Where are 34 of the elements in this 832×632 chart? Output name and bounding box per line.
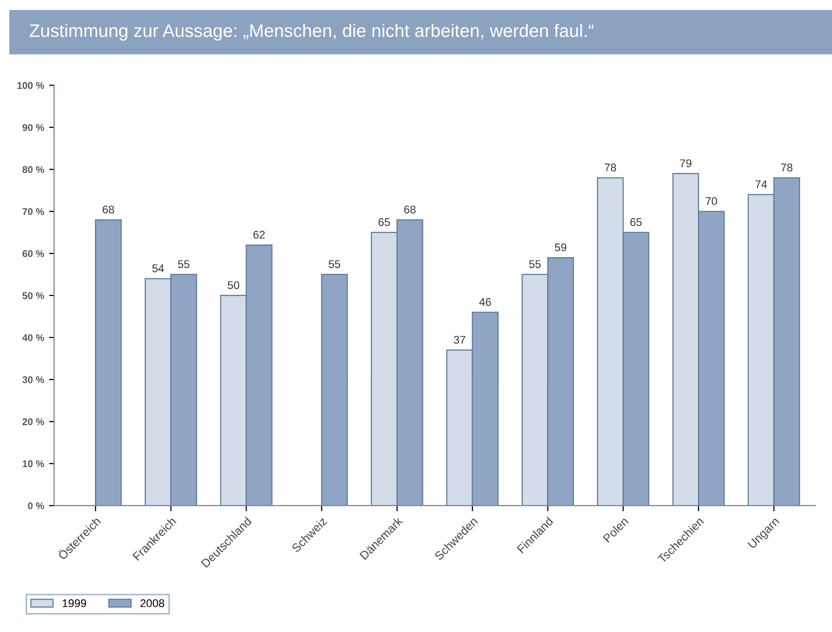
data-label: 68 xyxy=(102,206,114,214)
y-tick-label: 30 % xyxy=(22,376,44,384)
y-tick-label: 40 % xyxy=(22,334,44,342)
data-label: 46 xyxy=(479,298,491,306)
legend-label: 1999 xyxy=(62,599,86,608)
y-tick-label: 50 % xyxy=(22,292,44,300)
y-tick-label: 80 % xyxy=(22,166,44,173)
y-tick-label: 70 % xyxy=(22,208,44,216)
data-label: 55 xyxy=(328,260,340,268)
data-label: 65 xyxy=(630,218,642,226)
bar xyxy=(94,219,122,506)
data-label: 78 xyxy=(781,164,792,172)
legend-label: 2008 xyxy=(140,599,164,608)
data-label: 55 xyxy=(178,260,190,268)
data-label: 74 xyxy=(755,180,767,188)
chart-title: Zustimmung zur Aussage: „Menschen, die nicht arbeiten, werden faul.“ xyxy=(30,24,594,41)
y-tick-label: 100 % xyxy=(17,82,44,89)
bar xyxy=(321,274,348,506)
data-label: 79 xyxy=(680,159,692,168)
data-label: 78 xyxy=(604,164,616,172)
data-label: 54 xyxy=(152,264,164,272)
data-label: 50 xyxy=(228,281,240,290)
data-label: 37 xyxy=(454,336,466,344)
data-label: 70 xyxy=(706,197,718,206)
y-tick-label: 20 % xyxy=(22,418,44,426)
data-label: 62 xyxy=(253,230,265,239)
data-label: 59 xyxy=(554,243,566,252)
data-label: 65 xyxy=(378,218,390,226)
data-label: 68 xyxy=(404,206,416,214)
data-label: 55 xyxy=(529,260,541,268)
y-tick-label: 60 % xyxy=(22,250,44,258)
y-tick-label: 90 % xyxy=(22,124,44,131)
y-tick-label: 10 % xyxy=(22,460,44,468)
y-tick-label: 0 % xyxy=(28,502,44,510)
